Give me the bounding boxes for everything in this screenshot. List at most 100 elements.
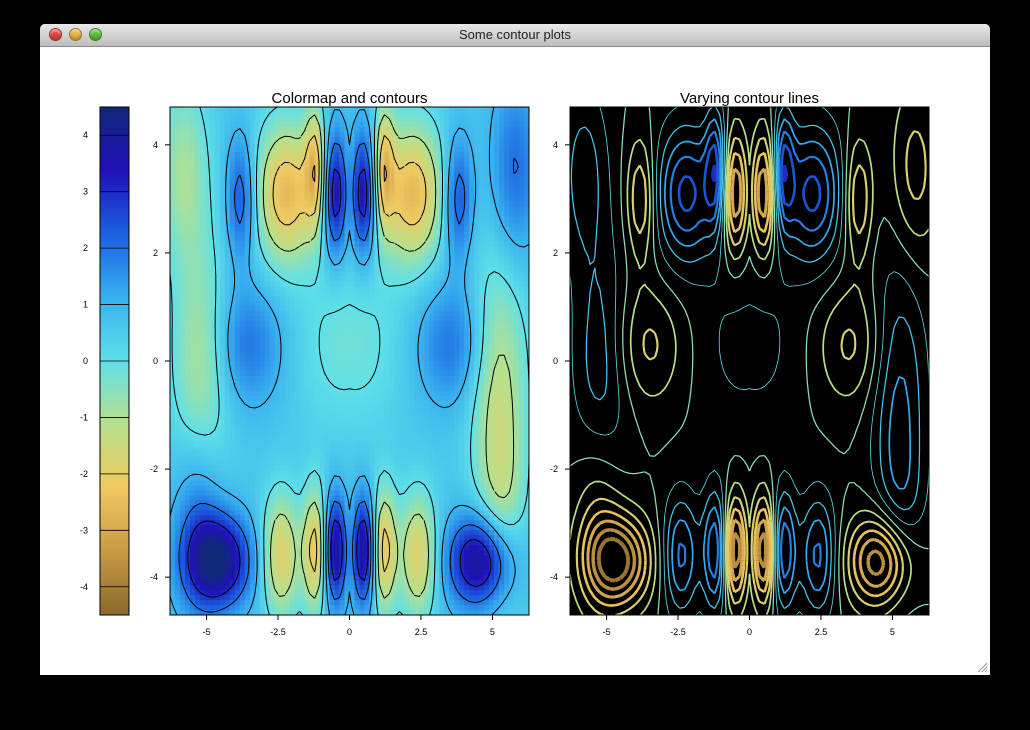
heatmap-cell (404, 375, 410, 382)
heatmap-cell (254, 201, 261, 208)
heatmap-cell (479, 251, 485, 258)
heatmap-cell (219, 271, 226, 277)
heatmap-cell (364, 291, 371, 297)
heatmap-cell (344, 435, 351, 442)
heatmap-cell (204, 136, 211, 143)
heatmap-cell (274, 351, 281, 357)
heatmap-cell (219, 111, 226, 118)
heatmap-cell (214, 316, 221, 322)
minimize-button[interactable] (69, 28, 82, 41)
heatmap-cell (494, 216, 500, 223)
heatmap-cell (409, 201, 415, 208)
heatmap-cell (374, 256, 381, 262)
heatmap-cell (394, 380, 400, 387)
heatmap-cell (204, 445, 211, 452)
heatmap-cell (429, 181, 435, 188)
heatmap-cell (179, 126, 186, 133)
heatmap-cell (309, 356, 316, 362)
heatmap-cell (499, 415, 505, 422)
heatmap-cell (279, 196, 286, 203)
heatmap-cell (189, 221, 196, 228)
heatmap-cell (309, 385, 316, 392)
heatmap-cell (394, 425, 400, 432)
heatmap-cell (499, 181, 505, 188)
heatmap-cell (344, 276, 351, 282)
heatmap-cell (170, 405, 176, 412)
heatmap-cell (459, 316, 465, 322)
heatmap-cell (384, 126, 390, 133)
heatmap-cell (474, 226, 480, 233)
heatmap-cell (214, 266, 221, 272)
heatmap-cell (434, 181, 440, 188)
heatmap-cell (304, 395, 311, 402)
heatmap-cell (424, 301, 430, 307)
heatmap-cell (524, 111, 529, 118)
heatmap-cell (474, 176, 480, 183)
heatmap-cell (314, 261, 321, 267)
heatmap-cell (389, 356, 395, 362)
heatmap-cell (524, 420, 529, 427)
heatmap-cell (199, 201, 206, 208)
heatmap-cell (444, 445, 450, 452)
heatmap-cell (189, 400, 196, 407)
heatmap-cell (374, 351, 381, 357)
heatmap-cell (339, 291, 346, 297)
heatmap-cell (399, 316, 405, 322)
heatmap-cell (499, 291, 505, 297)
heatmap-cell (419, 390, 425, 397)
heatmap-cell (304, 271, 311, 277)
heatmap-cell (329, 380, 336, 387)
heatmap-cell (509, 321, 515, 327)
heatmap-cell (454, 241, 460, 248)
heatmap-cell (294, 415, 301, 422)
heatmap-cell (399, 370, 405, 377)
heatmap-cell (269, 107, 276, 113)
heatmap-cell (504, 176, 510, 183)
heatmap-cell (399, 281, 405, 287)
heatmap-cell (314, 286, 321, 292)
heatmap-cell (254, 365, 261, 372)
heatmap-cell (404, 440, 410, 447)
heatmap-cell (249, 161, 256, 168)
heatmap-cell (384, 286, 390, 292)
heatmap-cell (359, 400, 366, 407)
heatmap-cell (189, 186, 196, 193)
heatmap-cell (284, 111, 291, 118)
heatmap-cell (369, 445, 376, 452)
heatmap-cell (189, 415, 196, 422)
heatmap-cell (284, 336, 291, 342)
heatmap-cell (389, 221, 395, 228)
zoom-button[interactable] (89, 28, 102, 41)
heatmap-cell (199, 361, 206, 367)
heatmap-cell (170, 136, 176, 143)
heatmap-cell (354, 286, 361, 292)
heatmap-cell (419, 430, 425, 437)
heatmap-cell (244, 261, 251, 267)
heatmap-cell (514, 380, 520, 387)
heatmap-cell (449, 316, 455, 322)
heatmap-cell (439, 380, 445, 387)
heatmap-cell (294, 356, 301, 362)
heatmap-cell (204, 291, 211, 297)
heatmap-cell (384, 331, 390, 337)
heatmap-cell (349, 415, 356, 422)
close-button[interactable] (49, 28, 62, 41)
heatmap-cell (259, 356, 266, 362)
heatmap-cell (444, 181, 450, 188)
title-bar[interactable]: Some contour plots (40, 24, 990, 47)
heatmap-cell (419, 206, 425, 213)
heatmap-cell (329, 311, 336, 317)
heatmap-cell (214, 107, 221, 113)
heatmap-cell (524, 306, 529, 312)
heatmap-cell (344, 256, 351, 262)
heatmap-cell (304, 221, 311, 228)
heatmap-cell (404, 266, 410, 272)
heatmap-cell (170, 331, 176, 337)
heatmap-cell (484, 201, 490, 208)
heatmap-cell (194, 301, 201, 307)
heatmap-cell (354, 415, 361, 422)
heatmap-cell (444, 380, 450, 387)
heatmap-cell (219, 176, 226, 183)
heatmap-cell (369, 281, 376, 287)
heatmap-cell (174, 126, 181, 133)
